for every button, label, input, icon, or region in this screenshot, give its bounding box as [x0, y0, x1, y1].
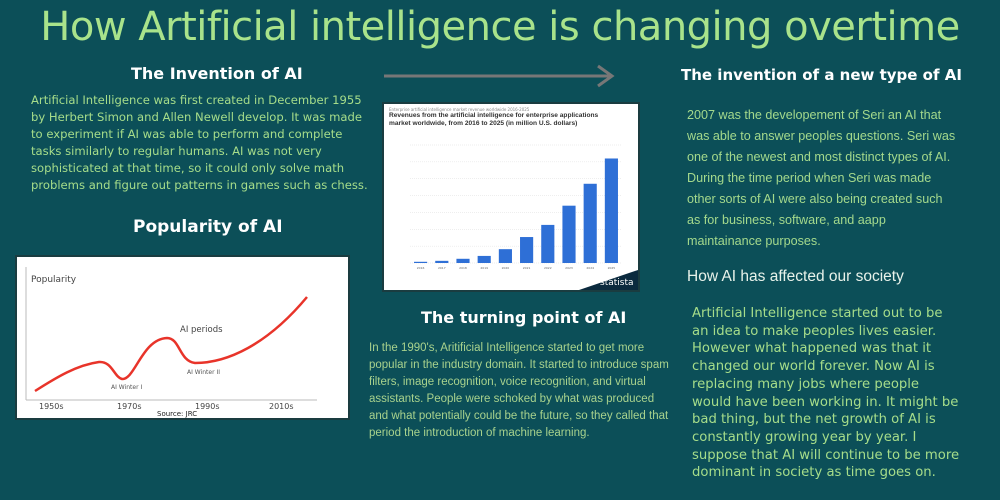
- bar-category-label: 2023: [565, 266, 573, 270]
- society-heading: How AI has affected our society: [687, 268, 904, 285]
- bar-2023: [562, 205, 576, 263]
- winter1-label: AI Winter I: [111, 384, 142, 391]
- bar-2020: [498, 249, 512, 263]
- bar-category-label: 2017: [438, 266, 446, 270]
- invention-text: Artificial Intelligence was first create…: [31, 93, 368, 192]
- popularity-chart: Popularity AI periods AI Winter I AI Win…: [25, 267, 317, 418]
- bar-category-label: 2021: [523, 266, 531, 270]
- turning-point-text: In the 1990's, Aritificial Intelligence …: [369, 342, 669, 439]
- bar-2019: [477, 255, 491, 263]
- revenue-subtitle: Enterprise artificial intelligence marke…: [389, 107, 530, 112]
- bar-2024: [583, 183, 597, 263]
- bar-category-label: 2024: [586, 266, 594, 270]
- source-label: Source: JRC: [157, 410, 197, 418]
- bar-category-label: 2018: [459, 266, 467, 270]
- bar-category-label: 2020: [502, 266, 510, 270]
- tick-1970s: 1970s: [117, 402, 142, 411]
- turning-point-heading: The turning point of AI: [421, 308, 627, 327]
- bar-2025: [604, 158, 618, 263]
- tick-2010s: 2010s: [269, 402, 294, 411]
- society-text: Artificial Intelligence started out to b…: [692, 306, 960, 481]
- tick-1990s: 1990s: [195, 402, 220, 411]
- popularity-heading: Popularity of AI: [133, 217, 283, 237]
- revenue-title: Revenues from the artificial intelligenc…: [389, 112, 599, 127]
- tick-1950s: 1950s: [39, 402, 64, 411]
- winter2-label: AI Winter II: [187, 369, 220, 376]
- bar-category-label: 2016: [417, 266, 425, 270]
- revenue-figure: Enterprise artificial intelligence marke…: [382, 102, 640, 292]
- bar-2021: [520, 237, 534, 263]
- new-type-heading: The invention of a new type of AI: [681, 66, 962, 84]
- bar-category-label: 2022: [544, 266, 552, 270]
- popularity-line: [34, 296, 308, 393]
- statista-logo: statista: [600, 278, 634, 288]
- bar-2016: [414, 261, 428, 263]
- statista-corner: [579, 270, 638, 290]
- popularity-figure: Popularity AI periods AI Winter I AI Win…: [15, 255, 350, 420]
- popularity-ylabel: Popularity: [31, 275, 77, 285]
- bar-2018: [456, 258, 470, 263]
- bar-category-label: 2025: [608, 266, 616, 270]
- bar-category-label: 2019: [480, 266, 488, 270]
- revenue-chart: Enterprise artificial intelligence marke…: [389, 107, 638, 290]
- bar-2017: [435, 260, 449, 263]
- bar-2022: [541, 224, 555, 263]
- arrow-icon: [384, 64, 615, 88]
- invention-heading: The Invention of AI: [131, 64, 303, 83]
- poster-title: How Artificial intelligence is changing …: [40, 4, 960, 50]
- ai-periods-label: AI periods: [180, 325, 223, 335]
- new-type-text: 2007 was the developement of Seri an AI …: [687, 108, 956, 248]
